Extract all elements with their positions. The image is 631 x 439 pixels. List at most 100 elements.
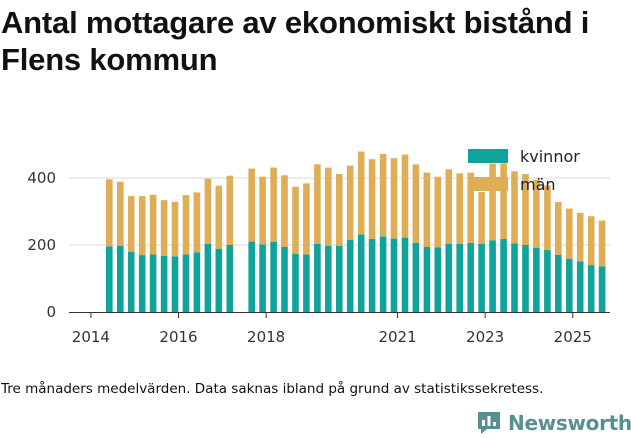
legend-swatch-kvinnor: [468, 149, 508, 163]
bar-man: [259, 176, 266, 245]
bar-kvinnor: [478, 244, 485, 312]
bar-kvinnor: [127, 252, 135, 312]
legend-label-kvinnor: kvinnor: [520, 147, 580, 166]
footnote: Tre månaders medelvärden. Data saknas ib…: [1, 381, 544, 397]
bar-kvinnor: [500, 239, 507, 312]
bar-man: [171, 201, 179, 257]
bar-kvinnor: [544, 250, 551, 312]
bar-man: [587, 216, 595, 266]
x-tick-label: 2021: [378, 328, 416, 346]
bar-kvinnor: [357, 234, 365, 312]
bar-kvinnor: [489, 240, 496, 312]
bar-kvinnor: [226, 245, 234, 312]
bar-man: [489, 163, 496, 241]
bar-man: [281, 175, 288, 247]
bar-man: [434, 176, 442, 248]
bar-kvinnor: [106, 246, 113, 312]
bar-kvinnor: [576, 261, 584, 312]
bar-man: [182, 195, 190, 255]
bar-kvinnor: [270, 242, 277, 312]
bar-kvinnor: [160, 255, 168, 312]
bar-man: [445, 169, 453, 244]
bar-kvinnor: [303, 254, 310, 312]
bar-man: [533, 179, 540, 248]
bar-man: [576, 212, 584, 262]
bar-man: [138, 196, 146, 256]
bar-man: [270, 167, 277, 242]
bar-kvinnor: [412, 243, 420, 312]
bar-chart: 0 200 400 2014 2016 2018 2021 2023 2025 kvinnor …: [27, 147, 610, 346]
axes: 0 200 400 2014 2016 2018 2021 2023 2025: [27, 169, 610, 346]
y-tick-label: 200: [27, 236, 56, 254]
bar-kvinnor: [423, 247, 431, 312]
bar-kvinnor: [587, 265, 595, 312]
bar-kvinnor: [467, 243, 474, 312]
bar-man: [544, 185, 551, 251]
bar-man: [566, 208, 573, 259]
bar-man: [401, 154, 409, 238]
bar-kvinnor: [149, 254, 157, 312]
x-tick-label: 2014: [72, 328, 110, 346]
bar-man: [149, 194, 157, 255]
bar-man: [303, 183, 310, 255]
bar-kvinnor: [555, 254, 562, 312]
bar-kvinnor: [434, 247, 442, 312]
bar-man: [336, 174, 343, 246]
brand-logo[interactable]: Newsworthy: [476, 408, 631, 438]
x-tick-label: 2023: [466, 328, 504, 346]
bar-kvinnor: [336, 245, 343, 312]
bar-kvinnor: [368, 239, 376, 312]
bar-man: [412, 164, 420, 243]
bar-man: [522, 174, 529, 245]
bar-kvinnor: [522, 245, 529, 312]
bar-man: [226, 175, 234, 245]
bar-man: [106, 179, 113, 247]
bar-kvinnor: [259, 244, 266, 312]
bar-kvinnor: [346, 240, 354, 312]
bar-man: [160, 200, 168, 256]
bar-kvinnor: [401, 237, 409, 312]
bar-kvinnor: [204, 243, 212, 312]
y-tick-label: 400: [27, 169, 56, 187]
bar-man: [423, 172, 431, 247]
bar-kvinnor: [248, 241, 255, 312]
bar-kvinnor: [215, 248, 223, 312]
bar-man: [204, 178, 212, 244]
bar-man: [456, 173, 463, 244]
bar-man: [215, 185, 223, 249]
legend-swatch-man: [468, 177, 508, 191]
bar-man: [248, 168, 255, 242]
bar-kvinnor: [281, 247, 288, 312]
bar-man: [500, 163, 507, 239]
bar-man: [368, 159, 376, 239]
x-tick-label: 2025: [554, 328, 592, 346]
x-tick-label: 2016: [159, 328, 197, 346]
bar-man: [127, 196, 135, 252]
bar-kvinnor: [171, 256, 179, 312]
newsworthy-icon: [478, 412, 500, 434]
bar-man: [390, 158, 398, 239]
bar-kvinnor: [456, 243, 463, 312]
bar-man: [346, 165, 354, 240]
bar-man: [117, 181, 124, 246]
bar-man: [379, 153, 387, 237]
bar-man: [193, 192, 201, 253]
brand-name: Newsworthy: [508, 411, 631, 435]
bar-man: [511, 171, 518, 244]
bars: [106, 151, 606, 313]
bar-kvinnor: [445, 243, 453, 312]
bar-man: [357, 151, 365, 235]
bar-kvinnor: [379, 236, 387, 312]
bar-kvinnor: [292, 253, 299, 312]
x-tick-label: 2018: [247, 328, 285, 346]
bar-man: [555, 202, 562, 255]
bar-kvinnor: [533, 247, 540, 312]
chart-title: Antal mottagare av ekonomiskt bistånd i …: [1, 5, 590, 77]
bar-kvinnor: [182, 254, 190, 312]
y-tick-label: 0: [46, 303, 56, 321]
bar-kvinnor: [598, 266, 606, 312]
legend: kvinnor män: [468, 147, 580, 194]
bar-man: [467, 172, 474, 243]
bar-man: [598, 220, 606, 267]
bar-kvinnor: [138, 255, 146, 313]
